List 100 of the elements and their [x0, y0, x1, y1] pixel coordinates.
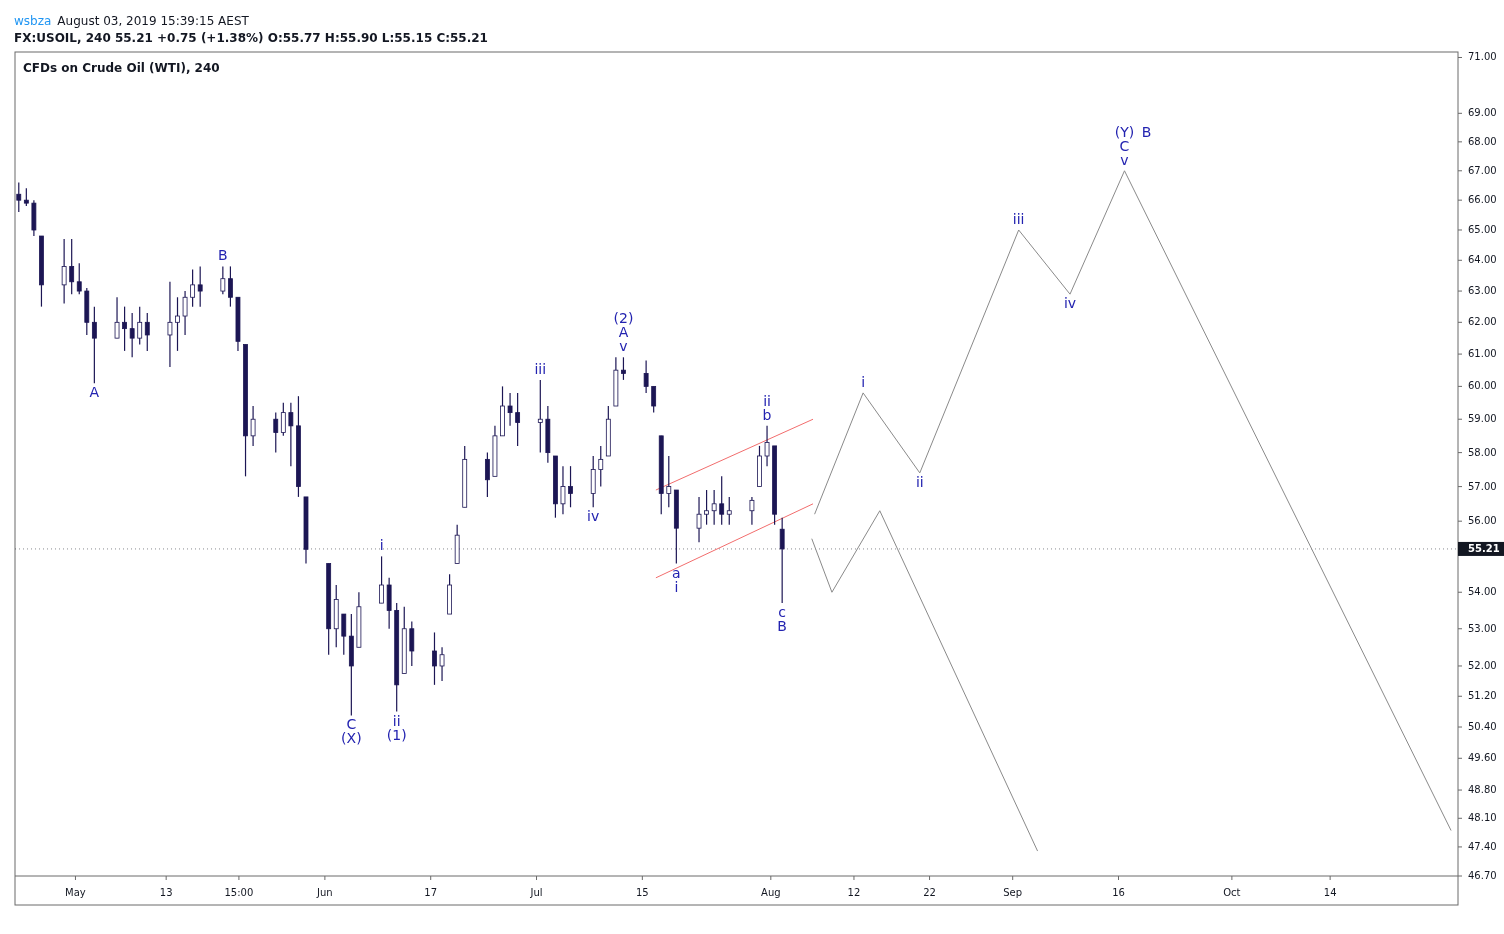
y-tick-label: 71.00	[1468, 51, 1497, 63]
candlestick	[560, 465, 566, 515]
candlestick	[719, 475, 725, 526]
candlestick	[704, 489, 709, 526]
x-tick-label: 15:00	[224, 887, 254, 898]
candlestick	[250, 405, 256, 447]
annotation: i	[861, 373, 866, 390]
y-tick-label: 68.00	[1468, 135, 1497, 147]
candlestick	[711, 489, 717, 526]
candlestick	[280, 402, 286, 437]
candlestick	[137, 306, 143, 346]
candlestick	[288, 402, 294, 467]
candlestick	[515, 392, 521, 447]
y-tick-label: 67.00	[1468, 164, 1497, 176]
candlestick	[220, 265, 226, 295]
candlestick	[537, 379, 543, 454]
x-tick-label: 17	[424, 887, 438, 898]
annotation: A	[618, 324, 629, 341]
annotation: v	[1120, 151, 1129, 168]
candlestick	[484, 452, 490, 498]
candlestick	[76, 262, 82, 295]
candlestick	[590, 455, 596, 508]
annotation: ii	[915, 473, 924, 490]
candlestick	[273, 412, 279, 454]
candlestick	[167, 281, 173, 368]
y-tick-label: 51.20	[1468, 690, 1497, 702]
candlestick	[696, 496, 702, 543]
annotation: (Y)	[1114, 123, 1135, 140]
candlestick	[507, 392, 513, 427]
y-tick-label: 49.60	[1468, 752, 1497, 764]
candlestick	[69, 238, 75, 295]
text: CFDs on Crude Oil (WTI), 240	[23, 61, 220, 75]
annotation: ii	[763, 392, 771, 409]
candlestick	[129, 312, 135, 358]
ref-line-label: 55.21	[1468, 542, 1500, 554]
annotation: iii	[1012, 211, 1025, 227]
annotation: a	[672, 564, 681, 581]
y-tick-label: 58.00	[1468, 446, 1497, 458]
annotation: B	[218, 247, 228, 264]
candlestick	[144, 312, 150, 352]
annotation: C	[1119, 137, 1130, 154]
candlestick	[764, 425, 770, 467]
text: August 03, 2019 15:39:15 AEST	[57, 14, 250, 28]
candlestick	[749, 496, 755, 526]
annotation: i	[674, 578, 679, 595]
y-tick-label: 61.00	[1468, 348, 1497, 360]
y-tick-label: 69.00	[1468, 107, 1497, 119]
candlestick	[598, 445, 604, 488]
annotation: v	[619, 338, 628, 355]
candlestick	[175, 296, 180, 352]
annotation: B	[1141, 123, 1152, 140]
y-tick-label: 64.00	[1468, 254, 1497, 266]
annotation: (2)	[613, 310, 634, 327]
chart-subtitle: FX:USOIL, 240 55.21 +0.75 (+1.38%) O:55.77 H:55.90 L:55.15 C:55.21	[14, 31, 488, 45]
candlestick	[643, 359, 649, 394]
candlestick	[341, 613, 347, 656]
annotation: i	[379, 537, 384, 554]
y-tick-label: 65.00	[1468, 224, 1497, 235]
candlestick	[409, 620, 415, 667]
y-tick-label: 46.70	[1468, 870, 1497, 881]
candlestick	[16, 181, 22, 213]
candlestick	[779, 517, 785, 604]
y-tick-label: 53.00	[1468, 622, 1497, 634]
x-tick-label: Sep	[1003, 887, 1023, 898]
x-tick-label: Jun	[316, 887, 333, 898]
y-tick-label: 54.00	[1468, 586, 1497, 598]
x-tick-label: 16	[1112, 887, 1125, 898]
y-tick-label: 62.00	[1468, 316, 1497, 328]
candlestick	[432, 631, 437, 686]
x-tick-label: 14	[1323, 887, 1337, 898]
candlestick	[61, 238, 67, 305]
annotation: (1)	[386, 726, 407, 743]
y-tick-label: 56.00	[1468, 515, 1497, 527]
x-tick-label: 12	[847, 887, 861, 898]
annotation: B	[777, 618, 787, 635]
candlestick	[666, 455, 672, 508]
x-tick-label: Aug	[761, 887, 781, 898]
candlestick	[651, 385, 657, 414]
text: wsbza	[14, 14, 52, 28]
candlestick	[91, 306, 97, 384]
y-tick-label: 50.40	[1468, 721, 1497, 733]
candlestick	[197, 265, 203, 308]
candlestick	[439, 646, 445, 682]
x-tick-label: Jul	[529, 887, 543, 898]
candlestick	[122, 306, 127, 352]
y-tick-label: 47.40	[1468, 840, 1497, 852]
y-tick-label: 66.00	[1468, 194, 1497, 206]
y-tick-label: 52.00	[1468, 659, 1497, 671]
y-tick-label: 57.00	[1468, 480, 1497, 492]
x-tick-label: Oct	[1223, 887, 1241, 898]
x-tick-label: 13	[159, 887, 173, 898]
annotation: C	[346, 716, 357, 733]
candlestick	[568, 465, 573, 508]
candlestick	[190, 268, 196, 308]
annotation: c	[778, 604, 787, 621]
y-tick-label: 60.00	[1468, 380, 1497, 392]
line-series	[811, 510, 1039, 852]
y-tick-label: 48.80	[1468, 784, 1497, 796]
annotation: iv	[1063, 295, 1077, 312]
y-tick-label: 59.00	[1468, 413, 1497, 425]
